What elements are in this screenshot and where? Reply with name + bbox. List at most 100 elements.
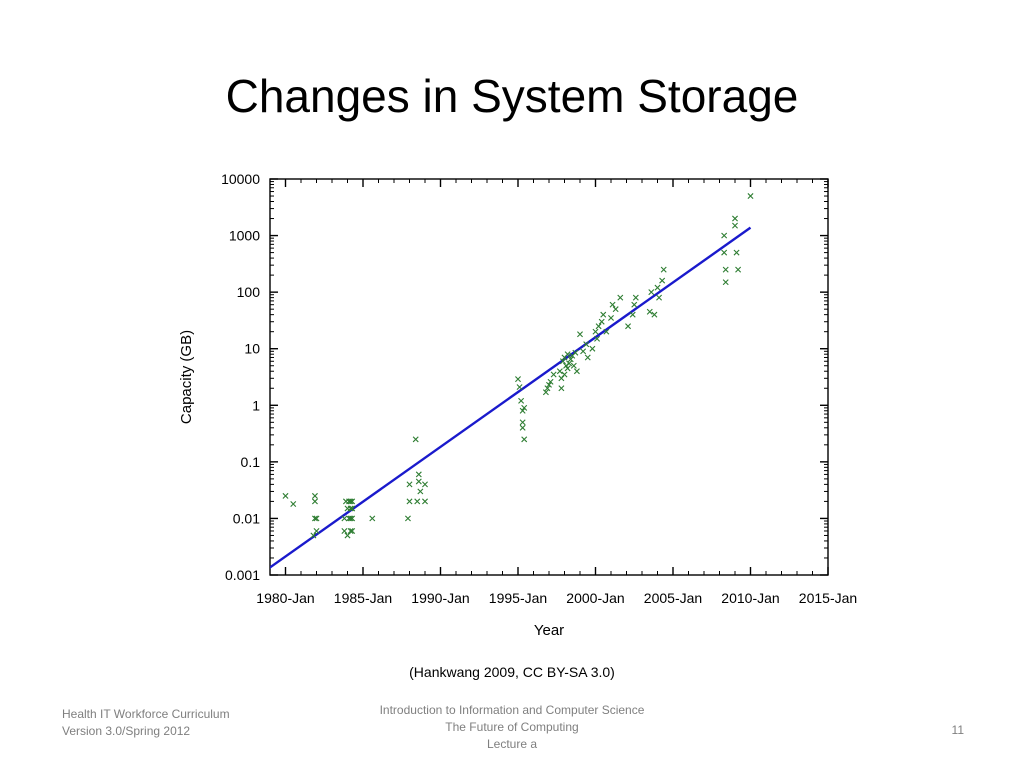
y-axis-label: Capacity (GB) <box>178 330 195 424</box>
data-point <box>558 385 565 392</box>
x-axis-label: Year <box>534 622 564 639</box>
data-point <box>311 498 318 505</box>
data-point <box>564 351 571 358</box>
data-point <box>722 266 729 273</box>
data-point <box>631 301 638 308</box>
data-point <box>732 222 738 229</box>
data-point <box>570 362 577 369</box>
data-point <box>654 284 661 291</box>
data-point <box>349 515 356 522</box>
data-point <box>747 193 754 200</box>
data-point <box>519 419 526 426</box>
data-point <box>600 311 607 318</box>
data-point <box>722 279 729 286</box>
data-point <box>573 368 580 375</box>
data-point <box>550 371 557 378</box>
data-point <box>589 345 596 352</box>
data-point <box>406 481 413 488</box>
data-point <box>651 311 658 318</box>
data-point <box>732 215 738 222</box>
y-tick-label: 1000 <box>229 228 260 244</box>
data-point <box>412 436 419 443</box>
data-point <box>547 378 554 385</box>
data-point <box>598 318 605 325</box>
image-citation: (Hankwang 2009, CC BY-SA 3.0) <box>409 664 615 680</box>
data-point <box>521 404 528 411</box>
data-point <box>519 424 526 431</box>
footer-version: Version 3.0/Spring 2012 <box>62 724 191 738</box>
y-tick-label: 10 <box>244 341 260 357</box>
data-point <box>347 498 354 505</box>
footer-curriculum-info: Health IT Workforce Curriculum Version 3… <box>62 706 230 740</box>
data-point <box>519 407 526 414</box>
data-point <box>349 527 356 534</box>
plot-frame <box>269 178 829 576</box>
y-tick-label: 0.1 <box>241 454 261 470</box>
data-point <box>580 348 587 355</box>
data-point <box>369 515 376 522</box>
data-point <box>583 341 590 348</box>
data-point <box>659 277 666 284</box>
slide-title: Changes in System Storage <box>225 70 799 122</box>
data-point <box>660 266 667 273</box>
data-point <box>564 365 571 372</box>
data-point <box>632 294 639 301</box>
data-point <box>721 249 728 256</box>
data-point <box>546 381 552 388</box>
data-point <box>733 249 740 256</box>
chart-axes <box>269 178 829 576</box>
footer-course-info: Introduction to Information and Computer… <box>312 702 712 753</box>
data-point <box>592 328 599 335</box>
y-tick-label: 1 <box>252 397 260 413</box>
x-tick-label: 1990-Jan <box>411 590 469 606</box>
footer-unit-name: The Future of Computing <box>445 720 579 734</box>
data-point <box>349 498 356 505</box>
data-point <box>313 515 320 522</box>
data-point <box>561 371 568 378</box>
x-tick-label: 1980-Jan <box>256 590 314 606</box>
data-point <box>603 328 610 335</box>
data-point <box>406 498 413 505</box>
data-point <box>290 500 297 507</box>
data-point <box>344 532 351 539</box>
data-point <box>656 294 663 301</box>
data-point <box>595 323 602 330</box>
data-point <box>313 527 320 534</box>
data-points-group <box>282 193 754 539</box>
data-point <box>516 384 523 391</box>
x-tick-label: 1985-Jan <box>334 590 392 606</box>
data-point <box>515 376 521 383</box>
data-point <box>341 515 348 522</box>
y-tick-label: 0.01 <box>233 510 260 526</box>
y-tick-label: 0.001 <box>225 567 260 583</box>
data-point <box>542 389 549 396</box>
data-point <box>577 331 583 338</box>
data-point <box>612 306 619 313</box>
data-point <box>310 532 317 539</box>
data-point <box>559 358 566 365</box>
data-point <box>572 349 579 356</box>
data-point <box>518 397 525 404</box>
y-tick-label: 10000 <box>221 171 260 187</box>
data-point <box>349 505 356 512</box>
data-point <box>311 492 318 499</box>
data-point <box>341 527 348 534</box>
data-point <box>567 356 574 363</box>
data-point <box>629 311 636 318</box>
page-number: 11 <box>951 723 964 737</box>
trend-line <box>270 226 752 569</box>
data-point <box>609 301 616 308</box>
data-point <box>347 505 354 512</box>
footer-curriculum-name: Health IT Workforce Curriculum <box>62 707 230 721</box>
data-point <box>404 515 411 522</box>
data-point <box>422 498 428 505</box>
x-tick-label: 1995-Jan <box>489 590 547 606</box>
data-point <box>422 481 428 488</box>
footer-course-name: Introduction to Information and Computer… <box>379 703 645 717</box>
x-tick-label: 2015-Jan <box>799 590 857 606</box>
data-point <box>648 289 655 296</box>
trend-line-group <box>270 226 752 569</box>
data-point <box>311 515 318 522</box>
data-point <box>414 498 421 505</box>
